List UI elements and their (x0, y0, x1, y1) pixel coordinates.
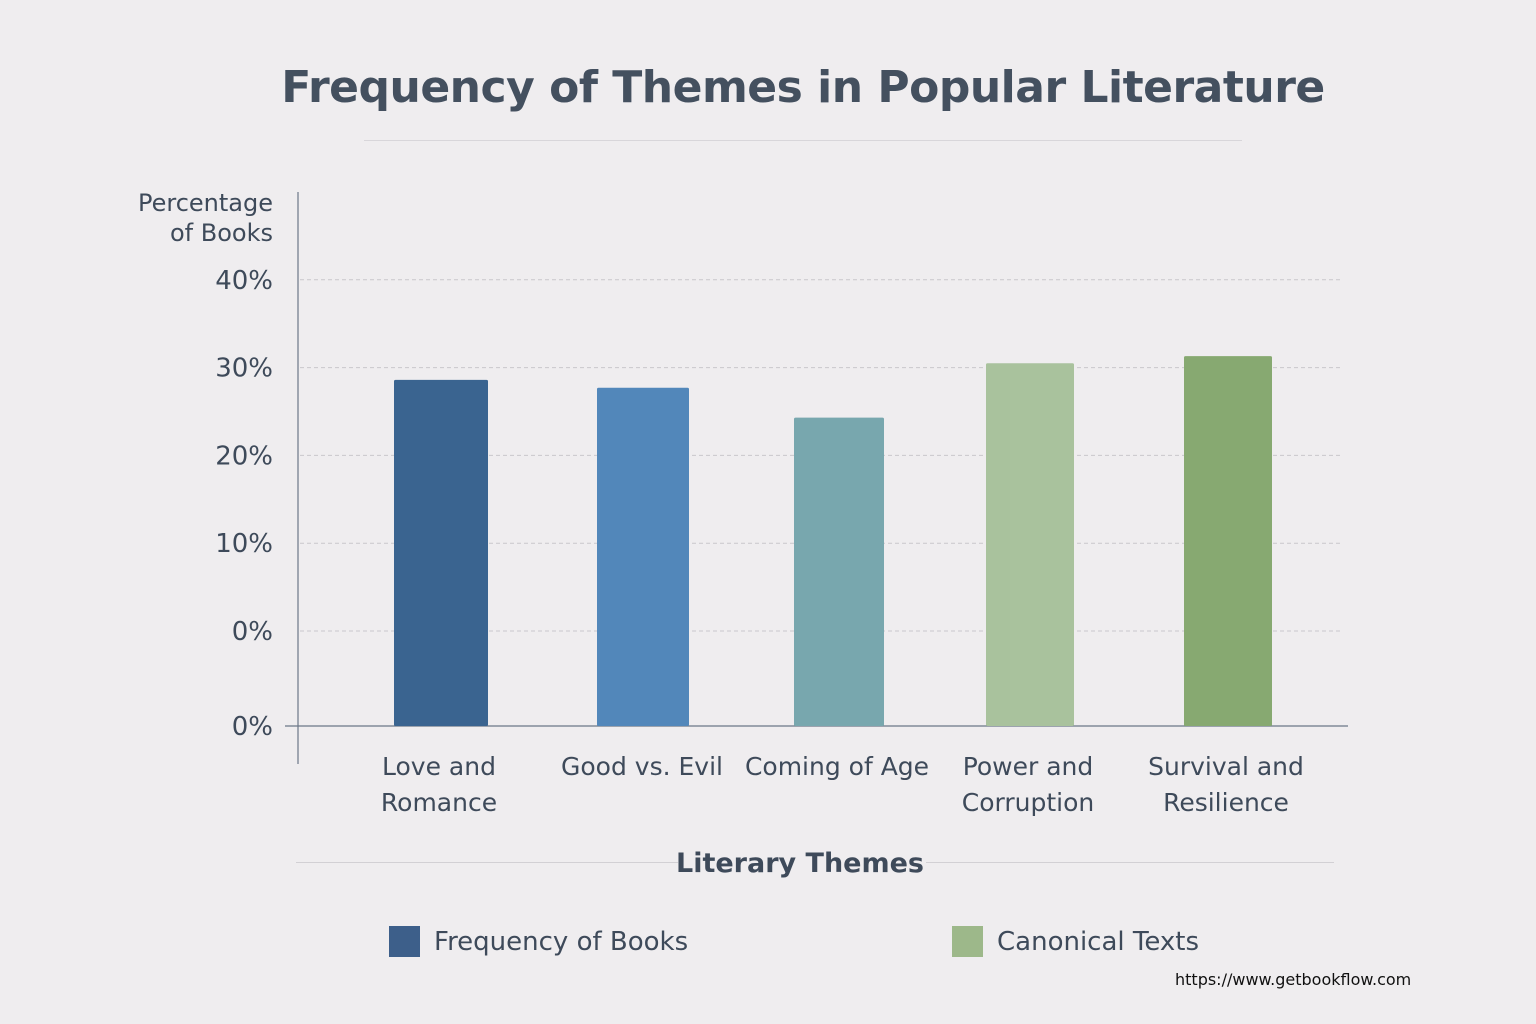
x-tick-label: Romance (381, 788, 497, 817)
legend-swatch-frequency (389, 926, 420, 957)
y-tick-label: 20% (215, 441, 273, 471)
legend-label: Frequency of Books (434, 926, 689, 957)
chart-title: Frequency of Themes in Popular Literatur… (281, 62, 1325, 113)
legend-item-frequency: Frequency of Books (389, 926, 688, 957)
x-axis-label: Literary Themes (676, 848, 924, 879)
bar-2 (794, 417, 884, 726)
x-tick-label: Corruption (962, 788, 1094, 817)
y-tick-label: 30% (215, 354, 273, 384)
y-tick-label: 10% (215, 529, 273, 559)
bar-1 (597, 387, 689, 726)
bar-4 (1184, 356, 1272, 726)
title-divider (364, 140, 1242, 141)
source-url[interactable]: https://www.getbookflow.com (1175, 970, 1412, 989)
y-tick-label: 40% (215, 266, 273, 296)
y-axis-label: of Books (170, 219, 273, 247)
x-label-rule-left (296, 862, 678, 863)
x-tick-label: Resilience (1163, 788, 1289, 817)
y-axis-label: Percentage (138, 189, 273, 217)
x-tick-label: Love and (382, 752, 496, 781)
x-tick-label: Power and (963, 752, 1094, 781)
bar-3 (986, 363, 1074, 726)
bar-0 (394, 379, 488, 726)
legend-item-canonical: Canonical Texts (952, 926, 1199, 957)
x-tick-label: Survival and (1148, 752, 1304, 781)
legend-label: Canonical Texts (997, 926, 1200, 957)
x-tick-label: Good vs. Evil (561, 752, 723, 781)
x-label-rule-right (926, 862, 1334, 863)
legend-swatch-canonical (952, 926, 983, 957)
y-tick-label-baseline: 0% (232, 712, 273, 742)
y-tick-label: 0% (232, 617, 273, 647)
x-tick-label: Coming of Age (745, 752, 929, 781)
